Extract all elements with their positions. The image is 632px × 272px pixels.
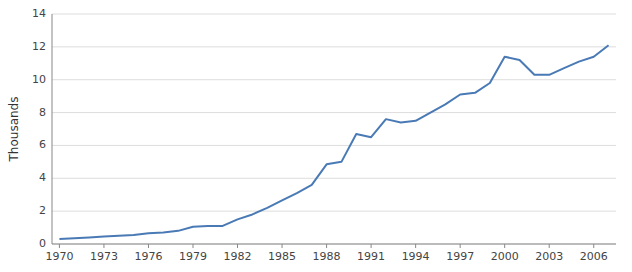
x-tick-mark: [282, 244, 283, 248]
x-tick-mark: [193, 244, 194, 248]
y-tick-label: 0: [39, 237, 46, 250]
x-tick-mark: [415, 244, 416, 248]
y-grid-line: [52, 211, 616, 212]
x-tick-label: 1970: [45, 250, 73, 263]
x-tick-mark: [237, 244, 238, 248]
x-tick-label: 1997: [446, 250, 474, 263]
x-tick-label: 1976: [134, 250, 162, 263]
x-tick-label: 1982: [224, 250, 252, 263]
y-tick-label: 6: [39, 138, 46, 151]
x-tick-mark: [326, 244, 327, 248]
y-grid-line: [52, 46, 616, 47]
x-tick-label: 2003: [535, 250, 563, 263]
plot-area: [59, 45, 608, 239]
x-tick-label: 1979: [179, 250, 207, 263]
data-line: [59, 45, 608, 239]
y-grid-line: [52, 112, 616, 113]
y-axis-label: Thousands: [7, 97, 21, 163]
x-tick-mark: [460, 244, 461, 248]
y-axis-line: [52, 14, 53, 244]
x-tick-mark: [504, 244, 505, 248]
x-tick-mark: [593, 244, 594, 248]
x-tick-label: 1988: [313, 250, 341, 263]
x-tick-mark: [148, 244, 149, 248]
y-grid-line: [52, 244, 616, 245]
x-tick-label: 1985: [268, 250, 296, 263]
y-tick-label: 10: [32, 73, 46, 86]
x-tick-mark: [103, 244, 104, 248]
y-tick-label: 8: [39, 106, 46, 119]
x-tick-label: 1994: [402, 250, 430, 263]
x-tick-label: 2000: [491, 250, 519, 263]
y-grid-line: [52, 178, 616, 179]
x-tick-label: 1991: [357, 250, 385, 263]
y-grid-line: [52, 79, 616, 80]
x-tick-label: 2006: [580, 250, 608, 263]
x-axis-line: [52, 244, 616, 245]
x-tick-mark: [59, 244, 60, 248]
y-tick-label: 12: [32, 40, 46, 53]
y-grid-line: [52, 14, 616, 15]
y-grid-line: [52, 145, 616, 146]
x-tick-mark: [371, 244, 372, 248]
x-tick-mark: [549, 244, 550, 248]
y-tick-label: 2: [39, 204, 46, 217]
chart: 0 2 4 6 8 10 12 14 1970 1973 1976 1979 1982 1985 1988 1…: [0, 0, 632, 272]
y-tick-label: 4: [39, 171, 46, 184]
x-tick-label: 1973: [90, 250, 118, 263]
y-tick-label: 14: [32, 7, 46, 20]
